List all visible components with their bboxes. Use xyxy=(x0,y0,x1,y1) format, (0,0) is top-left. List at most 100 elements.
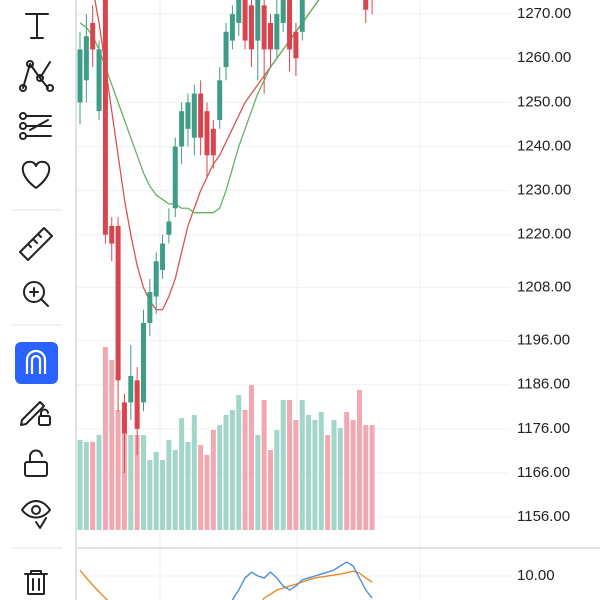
price-tick-label: 1208.00 xyxy=(517,279,571,296)
volume-bar xyxy=(280,400,286,530)
price-tick-label: 1260.00 xyxy=(517,49,571,66)
candle-body xyxy=(261,5,267,50)
candle-body xyxy=(287,0,293,50)
price-tick-label: 1186.00 xyxy=(517,376,570,393)
favorite-tool[interactable] xyxy=(21,160,51,189)
volume-bar xyxy=(160,460,166,530)
text-tool[interactable] xyxy=(25,13,49,39)
volume-bar xyxy=(325,435,331,530)
volume-bar xyxy=(287,400,293,530)
price-tick-label: 1240.00 xyxy=(517,137,571,154)
oscillator-tick-label: 10.00 xyxy=(517,567,555,584)
candle-body xyxy=(77,49,83,103)
price-pane xyxy=(77,0,375,530)
volume-bar xyxy=(369,425,375,530)
candle-body xyxy=(204,111,210,156)
volume-bar xyxy=(236,395,242,530)
candle-body xyxy=(236,0,242,23)
volume-bar xyxy=(166,440,172,530)
fib-tool[interactable] xyxy=(19,112,52,140)
volume-bar xyxy=(248,385,254,530)
candle-body xyxy=(109,225,115,244)
volume-bar xyxy=(344,412,350,530)
volume-bar xyxy=(261,400,267,530)
candle-body xyxy=(121,402,127,434)
magnet-tool[interactable] xyxy=(15,342,58,384)
volume-bar xyxy=(318,412,324,530)
candle-body xyxy=(363,0,369,10)
volume-bar xyxy=(141,435,146,530)
delete-tool[interactable] xyxy=(24,570,48,595)
candle-body xyxy=(255,0,261,41)
candle-body xyxy=(141,322,146,403)
volume-bar xyxy=(109,360,115,530)
volume-bar xyxy=(172,450,178,530)
volume-bar xyxy=(90,442,96,530)
volume-bar xyxy=(299,400,305,530)
volume-bar xyxy=(191,415,197,530)
candle-body xyxy=(274,14,280,50)
volume-bar xyxy=(210,430,216,530)
ruler-tool[interactable] xyxy=(19,227,53,261)
volume-bar xyxy=(121,430,127,530)
zoom-tool[interactable] xyxy=(23,281,49,307)
volume-bar xyxy=(229,410,235,530)
volume-bar xyxy=(242,410,248,530)
candle-body xyxy=(217,80,223,121)
candle-body xyxy=(210,128,216,156)
path-tool[interactable] xyxy=(19,60,54,92)
candle-body xyxy=(166,221,172,235)
price-tick-label: 1156.00 xyxy=(517,508,570,525)
candle-body xyxy=(293,31,299,59)
lock-drawing-tool[interactable] xyxy=(20,401,51,426)
volume-bar xyxy=(128,435,134,530)
volume-bar xyxy=(274,430,280,530)
candle-body xyxy=(198,93,204,138)
candle-body xyxy=(153,261,159,297)
candle-body xyxy=(96,49,102,112)
candle-body xyxy=(223,31,229,68)
volume-bar xyxy=(134,435,140,530)
volume-bar xyxy=(293,420,299,530)
grid xyxy=(76,0,510,600)
drawing-toolbar xyxy=(12,13,62,595)
price-tick-label: 1230.00 xyxy=(517,182,571,199)
candle-body xyxy=(134,380,140,429)
volume-bar xyxy=(96,435,102,530)
volume-bar xyxy=(363,425,369,530)
candle-body xyxy=(179,111,185,147)
candle-body xyxy=(172,146,178,209)
price-axis: 1270.00 1260.00 1250.00 1240.00 1230.00 1220.… xyxy=(517,5,571,584)
volume-bar xyxy=(223,415,229,530)
volume-bar xyxy=(331,420,337,530)
volume-bar xyxy=(83,442,89,530)
oscillator-line xyxy=(79,569,373,600)
moving-average-line xyxy=(94,0,320,311)
volume-bar xyxy=(147,460,153,530)
volume-bar xyxy=(77,440,83,530)
candle-body xyxy=(147,292,153,323)
candle-body xyxy=(160,243,166,271)
candle-body xyxy=(128,375,134,403)
candle-body xyxy=(268,22,273,50)
price-tick-label: 1196.00 xyxy=(517,332,570,349)
candle-body xyxy=(83,36,89,81)
oscillator-line xyxy=(231,561,373,600)
candle-body xyxy=(90,22,96,50)
volume-bar xyxy=(312,420,318,530)
candle-body xyxy=(242,0,248,41)
moving-average-line xyxy=(79,0,320,214)
volume-bar xyxy=(153,452,159,530)
candle-body xyxy=(115,225,121,381)
price-tick-label: 1166.00 xyxy=(517,464,570,481)
lock-tool[interactable] xyxy=(24,449,48,477)
volume-bar xyxy=(268,450,273,530)
volume-bar xyxy=(115,410,121,530)
volume-bar xyxy=(337,428,343,530)
volume-bar xyxy=(217,425,223,530)
price-tick-label: 1220.00 xyxy=(517,226,571,243)
visibility-tool[interactable] xyxy=(21,500,51,529)
price-tick-label: 1270.00 xyxy=(517,5,571,22)
candle-body xyxy=(248,5,254,50)
